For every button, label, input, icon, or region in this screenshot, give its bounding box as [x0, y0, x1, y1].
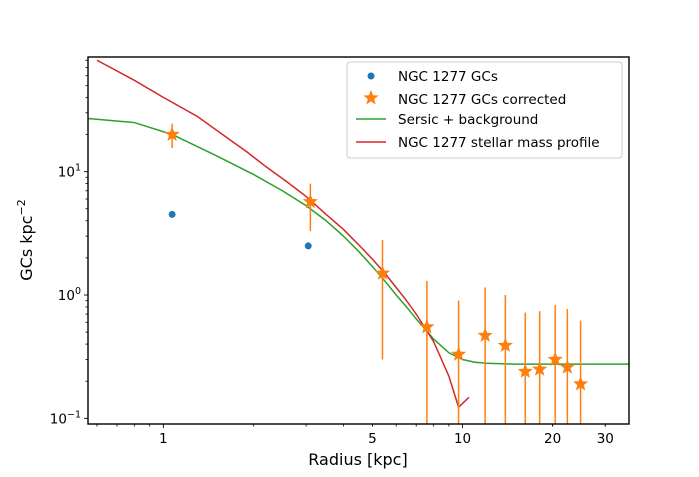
y-axis-label-main: GCs kpc	[17, 216, 36, 281]
y-tick-label: 100	[58, 286, 81, 304]
sersic-background-line	[88, 117, 629, 365]
plot-area	[88, 59, 629, 424]
legend-label-gcs-corrected: NGC 1277 GCs corrected	[398, 92, 566, 108]
gc-corrected-point	[302, 193, 318, 209]
gc-point	[304, 242, 312, 250]
legend-label-sersic: Sersic + background	[398, 112, 538, 128]
legend-marker-gcs-corrected	[363, 90, 379, 105]
y-tick-label: 101	[58, 163, 81, 181]
x-tick-label: 5	[368, 431, 377, 447]
gc-corrected-point	[532, 361, 548, 376]
gc-corrected-point	[164, 126, 180, 141]
gc-corrected-point	[559, 359, 575, 374]
x-axis-label: Radius [kpc]	[308, 450, 407, 469]
gc-corrected-point	[477, 327, 493, 342]
legend-star-shape	[363, 90, 379, 105]
gc-corrected-point	[517, 363, 533, 378]
legend-label-stellar-mass: NGC 1277 stellar mass profile	[398, 135, 600, 151]
stellar-mass-profile-line	[96, 59, 470, 409]
gc-corrected-point	[547, 351, 563, 366]
x-tick-label: 20	[544, 431, 561, 447]
y-tick-label-exponent: −1	[67, 409, 81, 420]
gc-point	[168, 210, 176, 218]
y-tick-label-base: 10	[50, 411, 67, 427]
gc-corrected-point	[572, 375, 589, 391]
legend-marker-gcs	[367, 72, 375, 80]
y-tick-label-base: 10	[58, 288, 75, 304]
gc-corrected-point	[419, 319, 435, 334]
gc-corrected-point	[497, 337, 513, 352]
x-tick-label: 30	[597, 431, 614, 447]
y-tick-label-exponent: 0	[75, 286, 81, 297]
legend-box	[346, 61, 623, 159]
y-axis-label: GCs kpc−2	[15, 199, 36, 280]
legend: NGC 1277 GCs NGC 1277 GCs corrected Sers…	[346, 61, 623, 159]
y-tick-label-exponent: 1	[75, 163, 81, 174]
legend-label-gcs: NGC 1277 GCs	[398, 69, 498, 85]
y-tick-label-base: 10	[58, 165, 75, 181]
axes-frame	[87, 56, 630, 425]
y-tick-label: 10−1	[50, 409, 81, 427]
gc-corrected-point	[450, 346, 467, 361]
x-tick-label: 10	[454, 431, 471, 447]
gc-corrected-point	[374, 265, 391, 280]
x-tick-label: 1	[159, 431, 168, 447]
y-axis-label-exponent: −2	[15, 199, 28, 215]
